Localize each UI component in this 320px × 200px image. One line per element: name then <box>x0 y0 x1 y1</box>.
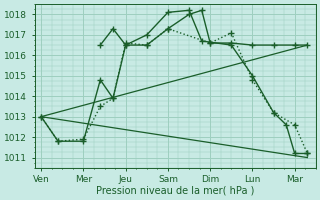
X-axis label: Pression niveau de la mer( hPa ): Pression niveau de la mer( hPa ) <box>96 186 254 196</box>
